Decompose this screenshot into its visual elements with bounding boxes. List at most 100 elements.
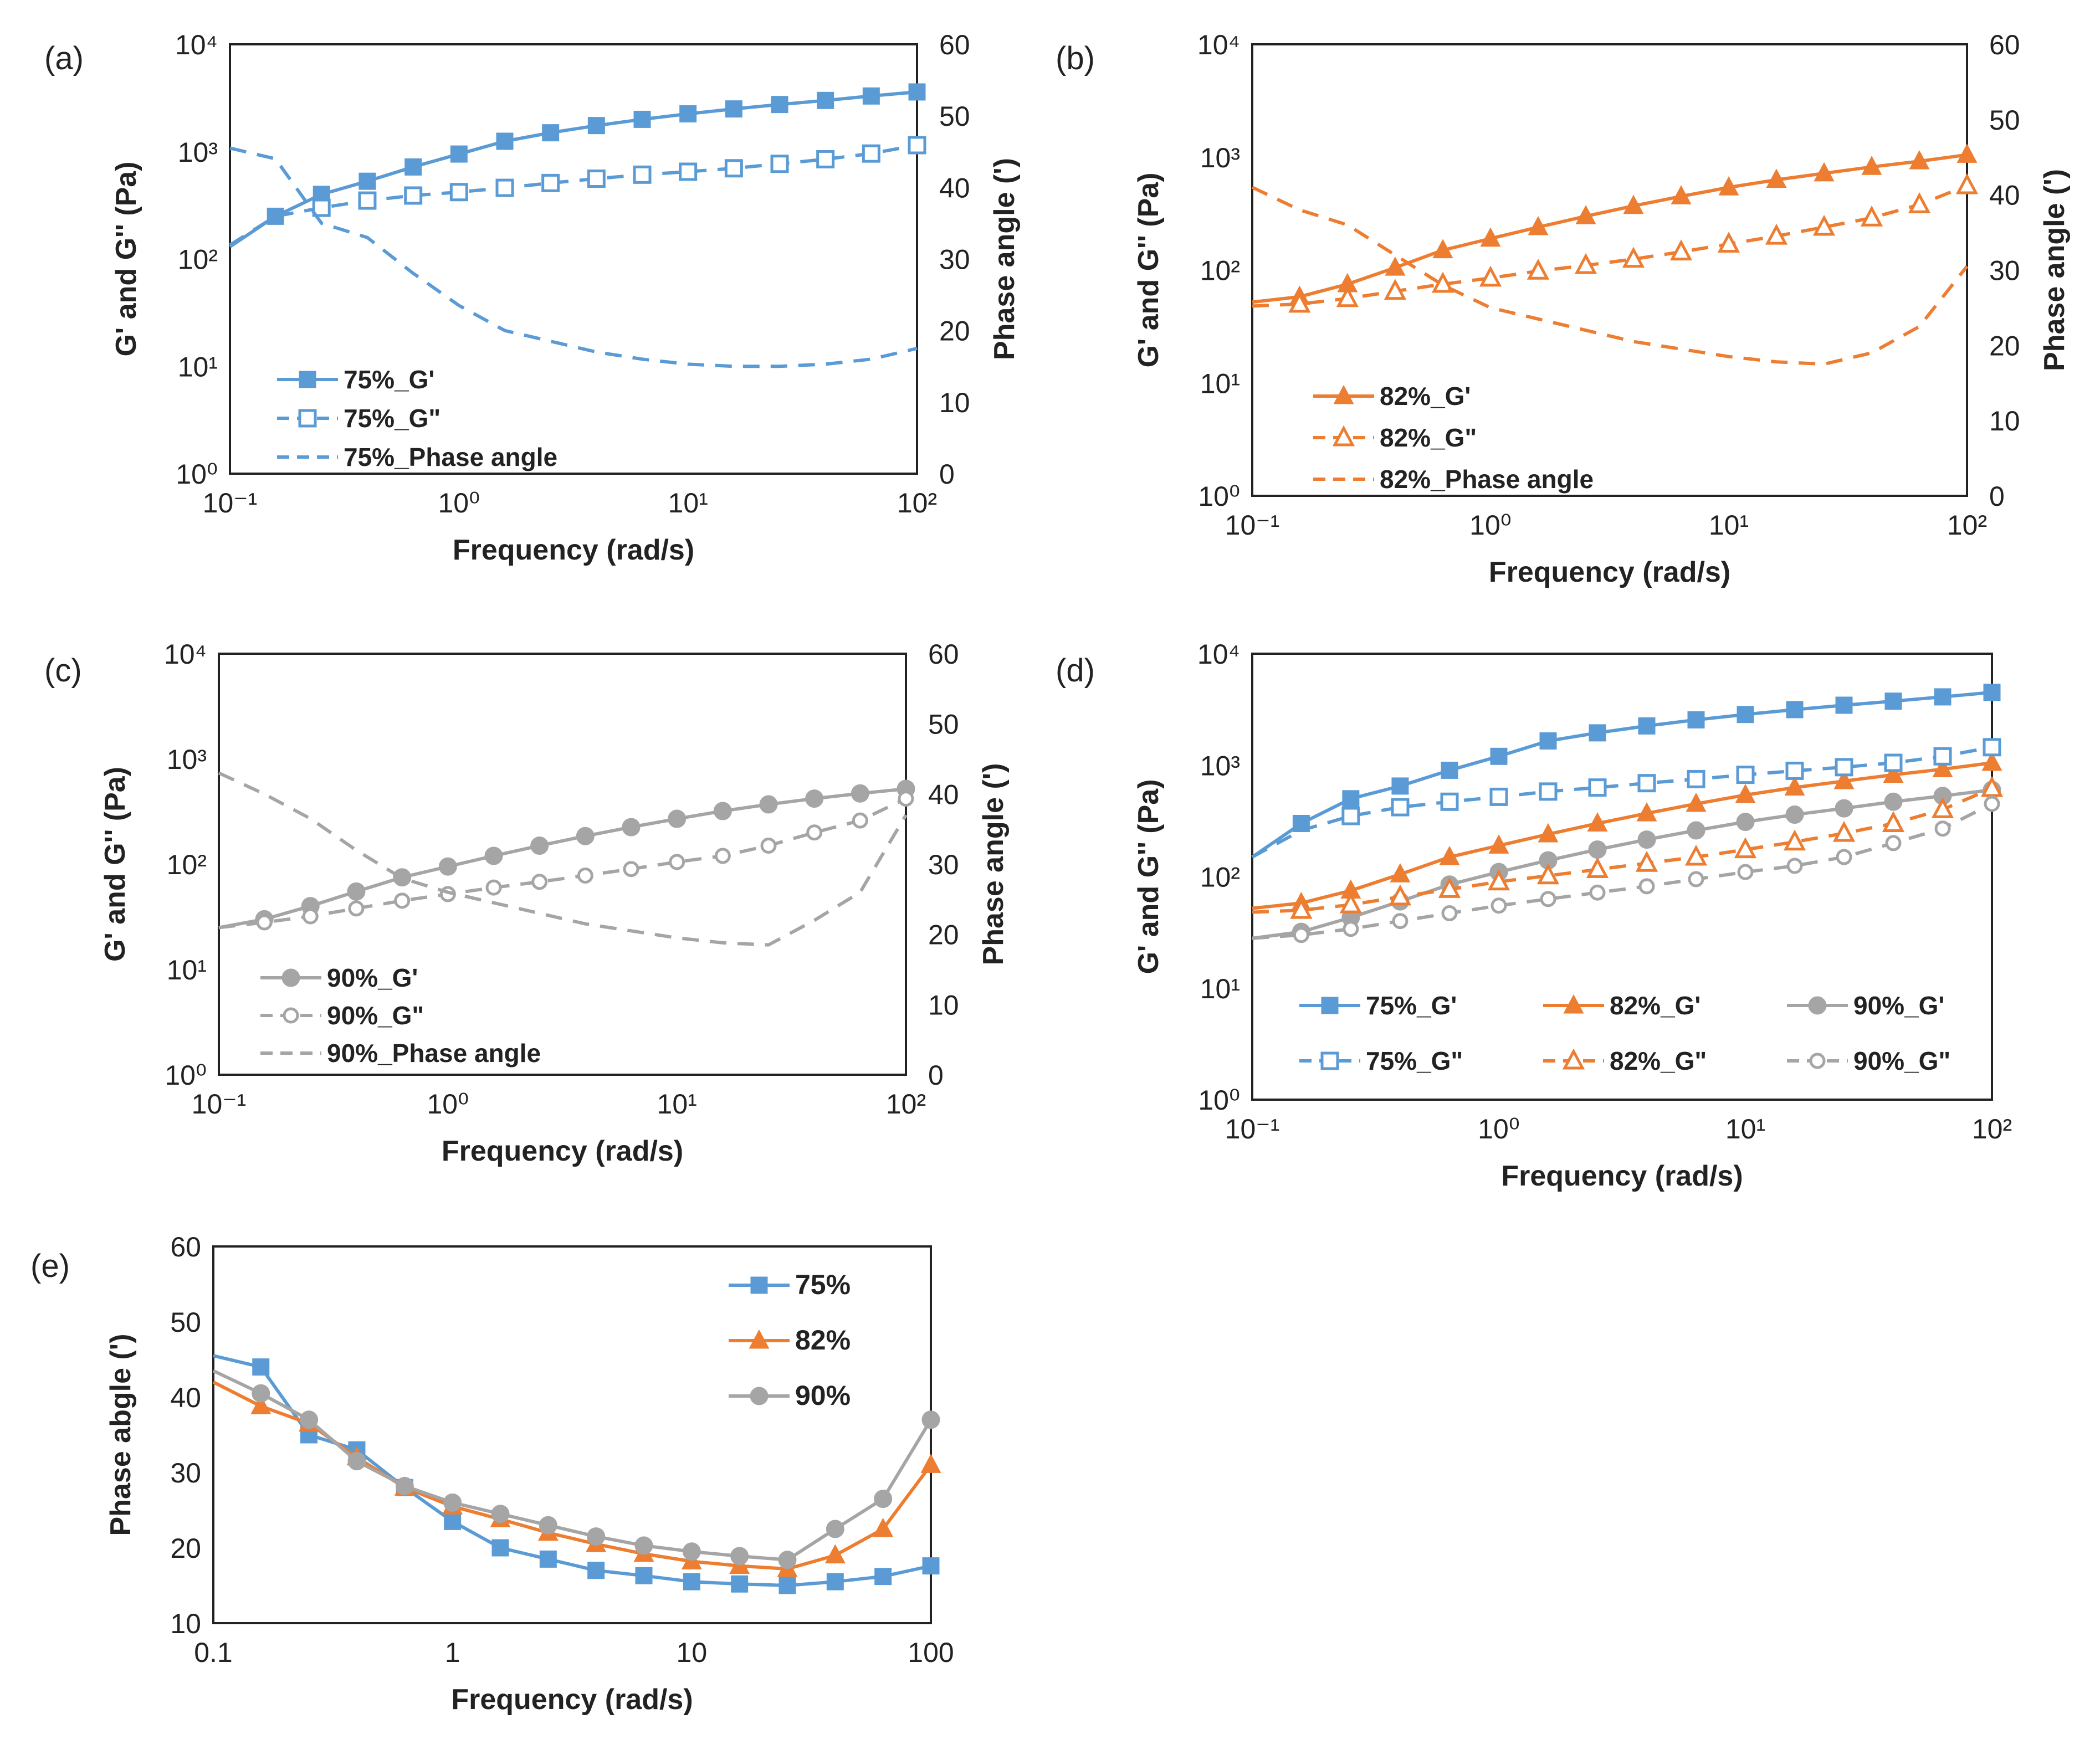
x-axis-title: Frequency (rad/s)	[1501, 1160, 1743, 1192]
data-point	[873, 1517, 894, 1537]
series-82%_Phase angle	[1251, 186, 1969, 366]
panel-label: (b)	[1056, 40, 1095, 76]
data-point	[300, 1410, 319, 1429]
data-point	[1909, 150, 1930, 170]
y-right-tick-label: 20	[1989, 330, 2020, 361]
y-tick-label: 50	[170, 1307, 201, 1338]
data-point	[683, 1573, 700, 1590]
y-right-tick-label: 50	[1989, 105, 2020, 136]
y-tick-label: 10⁰	[165, 1060, 207, 1091]
y-right-tick-label: 10	[928, 989, 959, 1020]
data-point	[826, 1520, 844, 1538]
legend-marker	[1563, 994, 1584, 1014]
x-tick-label: 0.1	[194, 1637, 233, 1668]
data-point	[1390, 863, 1411, 882]
data-point	[862, 87, 880, 105]
data-point	[358, 191, 377, 210]
data-point	[633, 110, 651, 128]
data-point	[443, 1493, 462, 1512]
x-tick-label: 10⁻¹	[203, 488, 258, 519]
data-point	[1934, 688, 1952, 706]
y-right-tick-label: 60	[939, 29, 970, 60]
series-line	[1252, 153, 1968, 304]
x-tick-label: 10¹	[1709, 510, 1749, 541]
series-75%_G"	[229, 136, 926, 247]
data-point	[587, 117, 605, 135]
y-right-tick-label: 20	[939, 316, 970, 347]
legend-label: 75%_Phase angle	[344, 443, 557, 471]
data-point	[1391, 777, 1409, 795]
data-point	[851, 784, 869, 803]
data-point	[347, 882, 366, 901]
plot-frame	[229, 43, 918, 475]
y-axis-title: Phase abgle (')	[105, 1334, 137, 1536]
data-point	[348, 900, 365, 917]
data-point	[449, 183, 468, 202]
data-point	[874, 1568, 892, 1585]
y-right-tick-label: 40	[928, 779, 959, 810]
data-point	[1540, 891, 1556, 907]
y-tick-label: 10⁰	[1198, 481, 1240, 512]
data-point	[1883, 763, 1904, 783]
y-tick-label: 40	[170, 1382, 201, 1413]
data-point	[778, 1551, 797, 1569]
data-point	[444, 1512, 462, 1530]
x-tick-label: 10⁰	[438, 488, 480, 519]
legend-marker	[281, 968, 300, 987]
series-90%_G"	[1252, 796, 2000, 943]
series-82%_G'	[1252, 751, 2002, 911]
data-point	[393, 868, 412, 887]
y-tick-label: 10²	[1200, 255, 1240, 286]
x-tick-label: 10²	[897, 488, 937, 519]
data-point	[1833, 769, 1855, 789]
y-axis-title: G' and G'' (Pa)	[1133, 172, 1165, 367]
series-90%_G'	[1252, 781, 2001, 941]
y-right-tick-label: 10	[939, 387, 970, 418]
data-point	[1637, 774, 1656, 793]
x-tick-label: 10¹	[1725, 1113, 1765, 1145]
series-line	[212, 1369, 933, 1562]
data-point	[852, 812, 868, 829]
data-point	[1908, 192, 1931, 213]
data-point	[1955, 173, 1979, 194]
data-point	[725, 100, 742, 118]
x-tick-label: 10⁻¹	[1225, 510, 1280, 541]
series-line	[229, 143, 918, 247]
data-point	[1441, 905, 1458, 921]
y-axis-title: G' and G'' (Pa)	[110, 161, 142, 356]
y-axis-title: G' and G'' (Pa)	[99, 767, 131, 962]
data-point	[491, 1539, 509, 1557]
x-axis-title: Frequency (rad/s)	[453, 534, 694, 566]
legend-marker	[1809, 1053, 1826, 1069]
data-point	[817, 91, 834, 109]
data-point	[1882, 811, 1905, 832]
legend-label: 90%	[795, 1380, 851, 1411]
data-point	[587, 1562, 605, 1579]
legend-marker	[1333, 384, 1354, 404]
legend-label: 82%_Phase angle	[1380, 465, 1594, 494]
legend-marker	[299, 371, 316, 388]
x-axis-title: Frequency (rad/s)	[442, 1135, 683, 1167]
data-point	[1588, 840, 1607, 859]
data-point	[1539, 732, 1557, 750]
y-tick-label: 10⁰	[176, 459, 218, 490]
data-point	[1589, 884, 1606, 901]
data-point	[1737, 864, 1754, 880]
legend-label: 75%_G"	[344, 404, 441, 433]
data-point	[1391, 798, 1410, 817]
series-line	[218, 797, 907, 930]
panel-d: (d)10⁻¹ 10⁰ 10¹ 10²10⁰10¹10²10³10⁴Frequency…	[1056, 639, 2012, 1192]
y-right-axis-title: Phase angle (')	[2038, 169, 2071, 371]
data-point	[1884, 692, 1902, 710]
data-point	[1785, 761, 1804, 780]
data-point	[1932, 758, 1953, 778]
legend-marker	[1562, 1048, 1585, 1070]
x-tick-label: 10¹	[657, 1089, 697, 1120]
data-point	[806, 824, 823, 841]
legend: 90%_G' 90%_G" 90%_Phase angle	[260, 963, 541, 1068]
plot-frame	[212, 1245, 932, 1624]
series-90%	[212, 1369, 940, 1569]
x-tick-label: 10⁰	[1478, 1113, 1520, 1145]
data-point	[1812, 214, 1836, 236]
data-point	[1539, 782, 1558, 801]
